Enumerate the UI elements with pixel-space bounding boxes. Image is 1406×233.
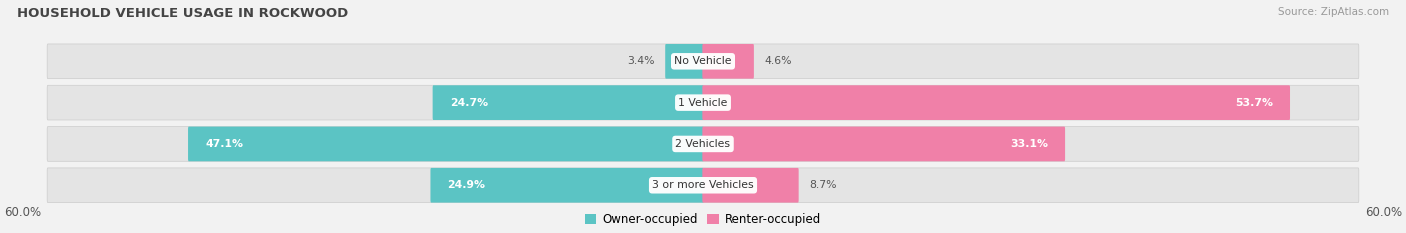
Text: 4.6%: 4.6% (763, 56, 792, 66)
Text: 33.1%: 33.1% (1010, 139, 1047, 149)
Text: 3.4%: 3.4% (627, 56, 655, 66)
FancyBboxPatch shape (433, 85, 703, 120)
FancyBboxPatch shape (48, 168, 1358, 203)
Text: 47.1%: 47.1% (205, 139, 243, 149)
FancyBboxPatch shape (48, 127, 1358, 161)
Text: No Vehicle: No Vehicle (675, 56, 731, 66)
Text: 24.9%: 24.9% (447, 180, 485, 190)
FancyBboxPatch shape (665, 44, 703, 79)
Text: HOUSEHOLD VEHICLE USAGE IN ROCKWOOD: HOUSEHOLD VEHICLE USAGE IN ROCKWOOD (17, 7, 349, 20)
FancyBboxPatch shape (703, 168, 799, 203)
Legend: Owner-occupied, Renter-occupied: Owner-occupied, Renter-occupied (581, 209, 825, 229)
FancyBboxPatch shape (48, 44, 1358, 79)
FancyBboxPatch shape (48, 85, 1358, 120)
FancyBboxPatch shape (703, 44, 754, 79)
FancyBboxPatch shape (430, 168, 703, 203)
Text: 8.7%: 8.7% (808, 180, 837, 190)
Text: 2 Vehicles: 2 Vehicles (675, 139, 731, 149)
Text: 24.7%: 24.7% (450, 98, 488, 108)
FancyBboxPatch shape (703, 85, 1291, 120)
Text: 53.7%: 53.7% (1234, 98, 1272, 108)
Text: 1 Vehicle: 1 Vehicle (678, 98, 728, 108)
Text: 60.0%: 60.0% (4, 206, 41, 219)
Text: Source: ZipAtlas.com: Source: ZipAtlas.com (1278, 7, 1389, 17)
FancyBboxPatch shape (703, 127, 1066, 161)
Text: 3 or more Vehicles: 3 or more Vehicles (652, 180, 754, 190)
Text: 60.0%: 60.0% (1365, 206, 1402, 219)
FancyBboxPatch shape (188, 127, 703, 161)
